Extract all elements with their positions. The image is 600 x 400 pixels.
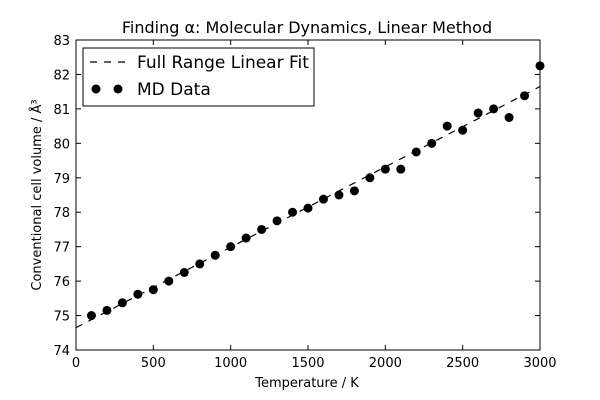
md-data-point [288,207,298,217]
md-data-point [489,104,499,114]
legend-md-label: MD Data [137,80,211,100]
x-tick-label: 0 [72,356,80,371]
md-data-point [179,268,189,277]
y-tick-label: 77 [53,241,70,256]
x-tick-label: 2000 [369,356,402,371]
legend: Full Range Linear Fit MD Data [82,47,315,107]
md-data-point [349,186,359,196]
x-tick-label: 2500 [446,356,479,371]
md-data-point [164,276,174,286]
md-data-point [504,113,514,122]
md-data-point [102,305,112,315]
md-data-point [411,147,421,157]
legend-md-marker-left [91,84,101,94]
md-data-point [210,250,220,260]
md-data-point [380,164,390,174]
y-tick-label: 78 [53,206,70,221]
y-tick-label: 74 [53,344,70,359]
legend-box [82,47,315,107]
x-tick-label: 3000 [523,356,556,371]
md-data-point [473,108,483,118]
md-data-point [334,190,344,200]
y-tick-label: 82 [53,68,70,83]
md-data-point [272,216,282,226]
md-data-point [117,298,127,308]
md-data-point [86,311,96,321]
md-data-point [226,242,236,252]
x-axis-label: Temperature / K [254,376,359,391]
md-data-point [520,91,530,101]
md-data-point [318,194,328,204]
data-points-layer [86,61,545,321]
md-data-point [241,233,251,243]
md-data-point [396,164,406,174]
md-data-point [148,285,158,295]
y-tick-label: 79 [53,172,70,187]
chart-title: Finding α: Molecular Dynamics, Linear Me… [122,18,492,37]
legend-fit-label: Full Range Linear Fit [137,53,309,73]
y-tick-label: 81 [53,103,70,118]
plot-frame [75,39,541,351]
md-data-point [133,289,143,299]
md-data-point [303,203,313,213]
x-tick-label: 500 [141,356,166,371]
legend-md-marker-right [113,84,123,94]
md-data-point [427,138,437,148]
y-tick-label: 80 [53,137,70,152]
md-data-point [257,224,267,234]
y-tick-label: 83 [53,34,70,49]
md-data-point [442,121,452,131]
x-tick-label: 1500 [291,356,324,371]
y-tick-label: 76 [53,275,70,290]
axis-ticks: 0 500 1000 1500 2000 2500 3000 74 75 76 77 78 79 80 81… [53,34,556,371]
y-tick-label: 75 [53,310,70,325]
x-tick-label: 1000 [214,356,247,371]
y-axis-label: Conventional cell volume / Å³ [29,99,45,290]
md-data-point [458,125,468,135]
md-data-point [195,259,205,269]
md-data-point [365,173,375,183]
